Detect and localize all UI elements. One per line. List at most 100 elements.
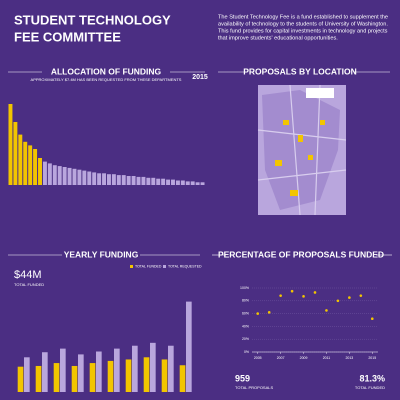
y-tick-label: 20%: [242, 337, 249, 341]
bar: [126, 176, 131, 185]
bar: [171, 179, 175, 185]
map-building: [308, 155, 313, 160]
y-tick-label: 100%: [240, 286, 249, 290]
legend-label: TOTAL FUNDED: [135, 264, 162, 268]
section-subtitle: APPROXIMATELY $7.4M HAS BEEN REQUESTED F…: [31, 77, 182, 82]
bar: [71, 365, 78, 392]
description: that improve students' educational oppor…: [218, 35, 338, 41]
bar: [151, 177, 156, 185]
stat-value: 959: [235, 373, 250, 383]
bar: [156, 178, 161, 185]
bar: [186, 301, 192, 392]
description: This fund provides for capital investmen…: [218, 28, 388, 34]
point: [279, 294, 282, 297]
point: [325, 309, 328, 312]
bar: [175, 180, 180, 185]
description: The Student Technology Fee is a fund est…: [218, 14, 388, 20]
bar: [136, 176, 141, 185]
bar: [179, 365, 186, 392]
x-tick-label: 2005: [254, 356, 262, 360]
point: [336, 299, 340, 303]
bar: [57, 166, 62, 185]
bar: [114, 348, 120, 392]
bar: [92, 172, 97, 185]
point: [370, 317, 374, 321]
map-building: [290, 190, 298, 196]
map-building: [283, 120, 289, 125]
point: [256, 312, 260, 315]
bar: [78, 354, 84, 392]
bar: [89, 363, 96, 392]
bar: [125, 359, 132, 392]
bar: [116, 175, 121, 185]
bar: [42, 161, 47, 185]
bar: [96, 351, 102, 392]
stat-value: 81.3%: [359, 373, 385, 383]
x-tick-label: 2007: [277, 356, 285, 360]
bar: [97, 173, 102, 185]
bar: [161, 178, 166, 185]
point: [267, 311, 271, 314]
bar: [17, 366, 24, 392]
bar: [121, 175, 126, 185]
point: [313, 291, 317, 294]
bar: [77, 169, 82, 185]
bar: [168, 345, 174, 392]
bar: [60, 348, 66, 392]
point: [348, 296, 351, 299]
bar: [35, 365, 42, 392]
section-title: ALLOCATION OF FUNDING: [51, 66, 162, 76]
bar: [8, 104, 13, 185]
bar: [38, 158, 42, 185]
bar: [131, 176, 136, 185]
bar: [132, 345, 138, 392]
bar: [23, 141, 28, 185]
point: [290, 289, 294, 293]
bar: [24, 357, 30, 392]
campus-map: [257, 84, 347, 216]
bar: [28, 145, 33, 185]
bar: [67, 167, 72, 185]
bar: [102, 173, 107, 185]
map-legend: [306, 88, 334, 98]
x-tick-label: 2013: [345, 356, 353, 360]
bar: [141, 176, 146, 185]
total-label: TOTAL FUNDED: [14, 282, 44, 287]
bar: [53, 363, 60, 392]
x-tick-label: 2015: [368, 356, 376, 360]
legend-swatch: [130, 265, 133, 268]
legend-label: TOTAL REQUESTED: [168, 264, 202, 268]
year-label: 2015: [192, 74, 208, 81]
bar: [62, 167, 67, 185]
bar: [87, 171, 92, 185]
section-title: PERCENTAGE OF PROPOSALS FUNDED: [218, 249, 384, 259]
legend-swatch: [163, 265, 166, 268]
stat-label: TOTAL FUNDED: [355, 385, 385, 390]
bar: [143, 357, 150, 392]
x-tick-label: 2009: [300, 356, 308, 360]
total-amount: $44M: [14, 269, 42, 281]
map-building: [275, 160, 282, 166]
y-tick-label: 80%: [242, 299, 249, 303]
x-tick-label: 2011: [323, 356, 331, 360]
y-tick-label: 0%: [244, 350, 249, 354]
bar: [185, 181, 190, 185]
bar: [52, 165, 57, 185]
map-building: [298, 135, 303, 142]
description: availability of technology to the studen…: [218, 21, 388, 27]
stat-label: TOTAL PROPOSALS: [235, 385, 273, 390]
page-title: STUDENT TECHNOLOGY: [14, 12, 171, 27]
bar: [146, 177, 151, 185]
bar: [47, 163, 52, 185]
bar: [200, 182, 205, 185]
point: [359, 294, 363, 297]
section-title: PROPOSALS BY LOCATION: [243, 66, 357, 76]
point: [302, 295, 305, 298]
bar: [18, 134, 23, 185]
bar: [72, 168, 77, 185]
bar: [195, 182, 200, 185]
bar: [161, 359, 168, 392]
bar: [13, 122, 18, 185]
bar: [82, 170, 87, 185]
